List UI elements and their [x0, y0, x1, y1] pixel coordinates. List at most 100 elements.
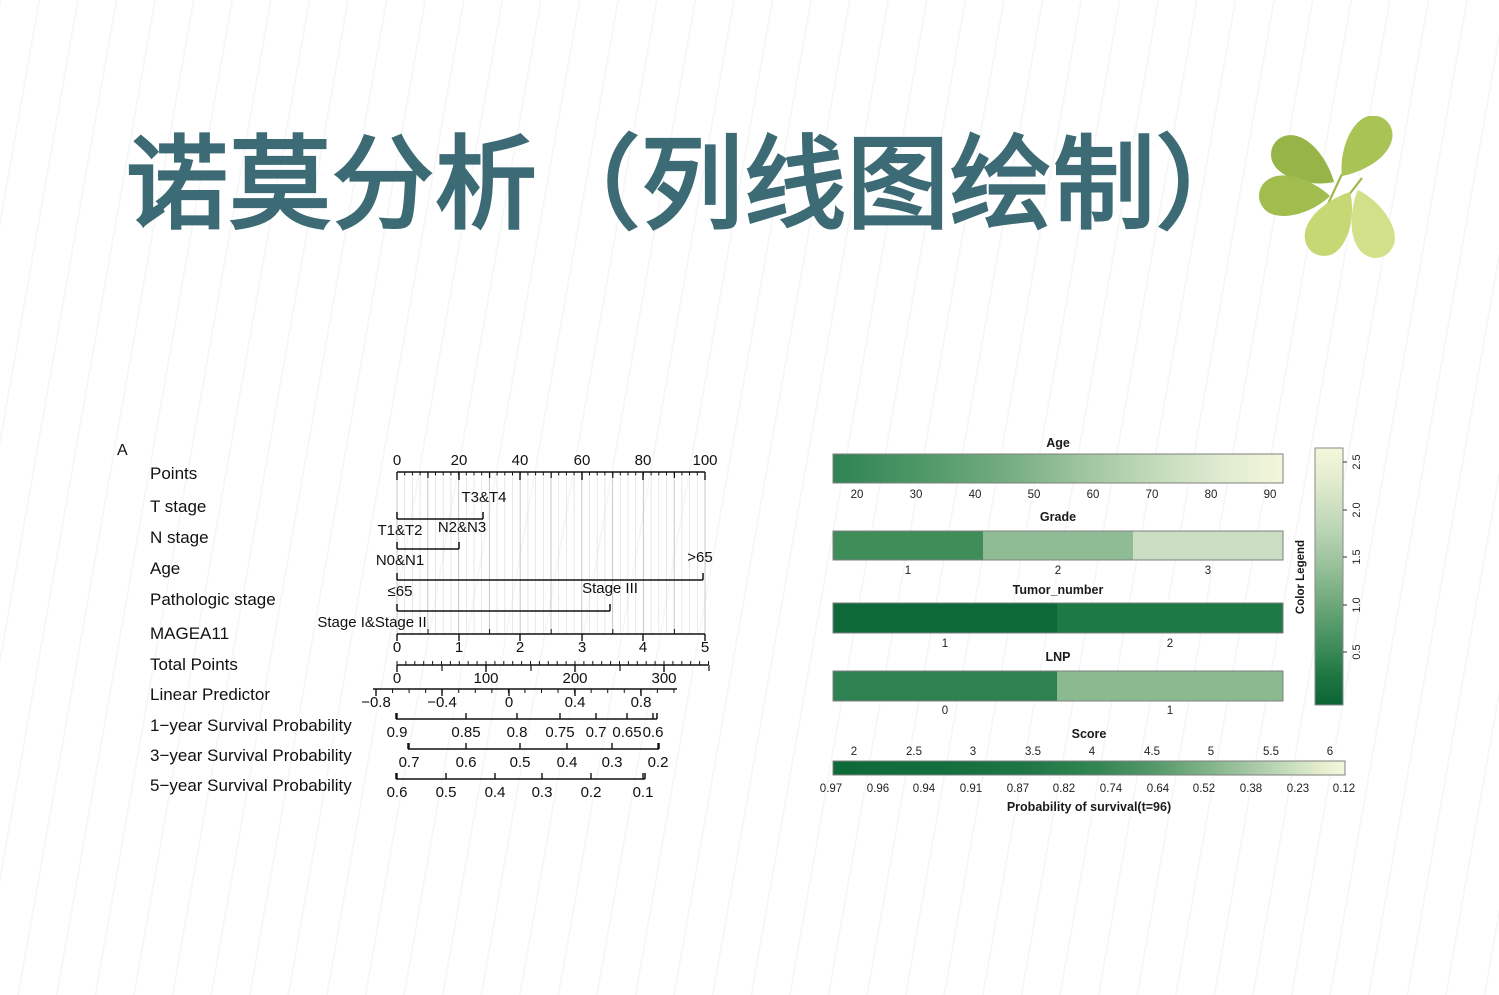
svg-text:Age: Age: [150, 559, 180, 578]
svg-text:0.75: 0.75: [545, 724, 574, 741]
svg-text:1−year Survival Probability: 1−year Survival Probability: [150, 716, 352, 735]
svg-text:N0&N1: N0&N1: [376, 552, 424, 569]
svg-text:0.97: 0.97: [820, 783, 842, 795]
svg-text:300: 300: [651, 670, 676, 687]
nomogram-gridlines: [396, 477, 706, 634]
strip-tumor_number: Tumor_number 1 2: [832, 583, 1284, 650]
svg-text:0.2: 0.2: [648, 754, 669, 771]
svg-text:0.4: 0.4: [565, 694, 586, 711]
svg-text:0.65: 0.65: [612, 724, 641, 741]
points-axis: 0 20 40 60 80 100: [393, 452, 718, 480]
color-legend: 2.5 2.0 1.5 1.0 0.5 Color Legend: [1295, 447, 1363, 706]
svg-text:0.4: 0.4: [557, 754, 578, 771]
svg-text:0.52: 0.52: [1193, 783, 1215, 795]
magea11-axis: 0 1 2 3 4 5: [393, 629, 709, 656]
svg-text:0.7: 0.7: [586, 724, 607, 741]
svg-text:0.4: 0.4: [485, 784, 506, 801]
svg-text:0.5: 0.5: [510, 754, 531, 771]
svg-text:1.5: 1.5: [1351, 549, 1363, 564]
svg-text:Stage I&Stage II: Stage I&Stage II: [317, 614, 426, 631]
svg-text:20: 20: [451, 452, 468, 469]
svg-text:T stage: T stage: [150, 497, 206, 516]
svg-text:Grade: Grade: [1040, 510, 1076, 524]
svg-text:0.38: 0.38: [1240, 783, 1262, 795]
svg-text:A: A: [117, 442, 128, 459]
nomogram-row-labels: Points T stage N stage Age Pathologic stage M…: [150, 464, 352, 795]
svg-text:3.5: 3.5: [1025, 746, 1041, 758]
svg-text:T1&T2: T1&T2: [377, 522, 422, 539]
svg-text:3: 3: [1205, 565, 1211, 577]
leaf-shape: [1351, 190, 1395, 258]
svg-text:0.74: 0.74: [1100, 783, 1123, 795]
strip-lnp: LNP 0 1: [832, 650, 1284, 717]
svg-text:Tumor_number: Tumor_number: [1013, 583, 1104, 597]
svg-text:1: 1: [455, 639, 463, 656]
svg-text:0.8: 0.8: [631, 694, 652, 711]
svg-text:80: 80: [1205, 489, 1218, 501]
svg-text:0: 0: [393, 639, 401, 656]
svg-text:0.6: 0.6: [456, 754, 477, 771]
svg-text:0.1: 0.1: [633, 784, 654, 801]
svg-text:0.85: 0.85: [451, 724, 480, 741]
svg-text:>65: >65: [687, 549, 712, 566]
svg-text:100: 100: [692, 452, 717, 469]
svg-text:0.23: 0.23: [1287, 783, 1309, 795]
svg-text:5: 5: [1208, 746, 1214, 758]
svg-text:60: 60: [574, 452, 591, 469]
svg-text:1: 1: [905, 565, 911, 577]
linear-predictor-axis: −0.8 −0.4 0 0.4 0.8: [361, 688, 677, 711]
total-points-axis: 0 100 200 300: [393, 661, 710, 687]
svg-text:0.7: 0.7: [399, 754, 420, 771]
svg-text:30: 30: [910, 489, 923, 501]
svg-text:50: 50: [1028, 489, 1041, 501]
leaf-icon: [1259, 116, 1395, 258]
svg-text:Total Points: Total Points: [150, 655, 238, 674]
svg-text:0: 0: [393, 670, 401, 687]
svg-text:60: 60: [1087, 489, 1100, 501]
survival-5yr-axis: 0.6 0.5 0.4 0.3 0.2 0.1: [387, 773, 654, 801]
svg-text:2: 2: [1055, 565, 1061, 577]
svg-text:6: 6: [1327, 746, 1333, 758]
svg-text:0.8: 0.8: [507, 724, 528, 741]
pathologic-stage-line: Stage III Stage I&Stage II: [317, 580, 638, 631]
svg-text:0: 0: [393, 452, 401, 469]
strip-age: Age 20 30 40 50 60 70 80 90: [832, 436, 1284, 501]
strip-grade: Grade 1 2 3: [832, 510, 1284, 577]
svg-text:3: 3: [970, 746, 976, 758]
svg-text:MAGEA11: MAGEA11: [150, 624, 229, 643]
svg-text:4: 4: [1089, 746, 1096, 758]
svg-text:0.5: 0.5: [436, 784, 457, 801]
svg-text:0.82: 0.82: [1053, 783, 1075, 795]
svg-text:20: 20: [851, 489, 864, 501]
svg-text:100: 100: [473, 670, 498, 687]
svg-text:0.5: 0.5: [1351, 644, 1363, 659]
svg-text:0.3: 0.3: [532, 784, 553, 801]
strip-score: Score 2 2.5 3 3.5 4 4.5 5 5.5 6 0.97 0.96 0.94 0.91 0.…: [820, 727, 1355, 814]
svg-text:0.94: 0.94: [913, 783, 936, 795]
svg-text:5.5: 5.5: [1263, 746, 1279, 758]
svg-text:0: 0: [942, 705, 948, 717]
svg-text:200: 200: [562, 670, 587, 687]
svg-text:5: 5: [701, 639, 709, 656]
svg-text:0.64: 0.64: [1147, 783, 1170, 795]
age-line: >65 ≤65: [388, 549, 713, 600]
svg-text:3−year Survival Probability: 3−year Survival Probability: [150, 746, 352, 765]
svg-text:0.6: 0.6: [387, 784, 408, 801]
svg-text:70: 70: [1146, 489, 1159, 501]
svg-text:2.5: 2.5: [906, 746, 922, 758]
svg-text:80: 80: [635, 452, 652, 469]
nomogram-panel: A Points T stage N stage Age Pathologic stage…: [117, 442, 718, 801]
svg-text:0.3: 0.3: [602, 754, 623, 771]
svg-text:2: 2: [1167, 638, 1173, 650]
leaf-shape: [1341, 116, 1393, 176]
svg-text:2.0: 2.0: [1351, 502, 1363, 517]
svg-text:−0.8: −0.8: [361, 694, 391, 711]
svg-text:1: 1: [1167, 705, 1173, 717]
svg-text:0.91: 0.91: [960, 783, 982, 795]
svg-text:0.12: 0.12: [1333, 783, 1355, 795]
svg-text:0: 0: [505, 694, 513, 711]
leaf-shape: [1259, 175, 1330, 216]
